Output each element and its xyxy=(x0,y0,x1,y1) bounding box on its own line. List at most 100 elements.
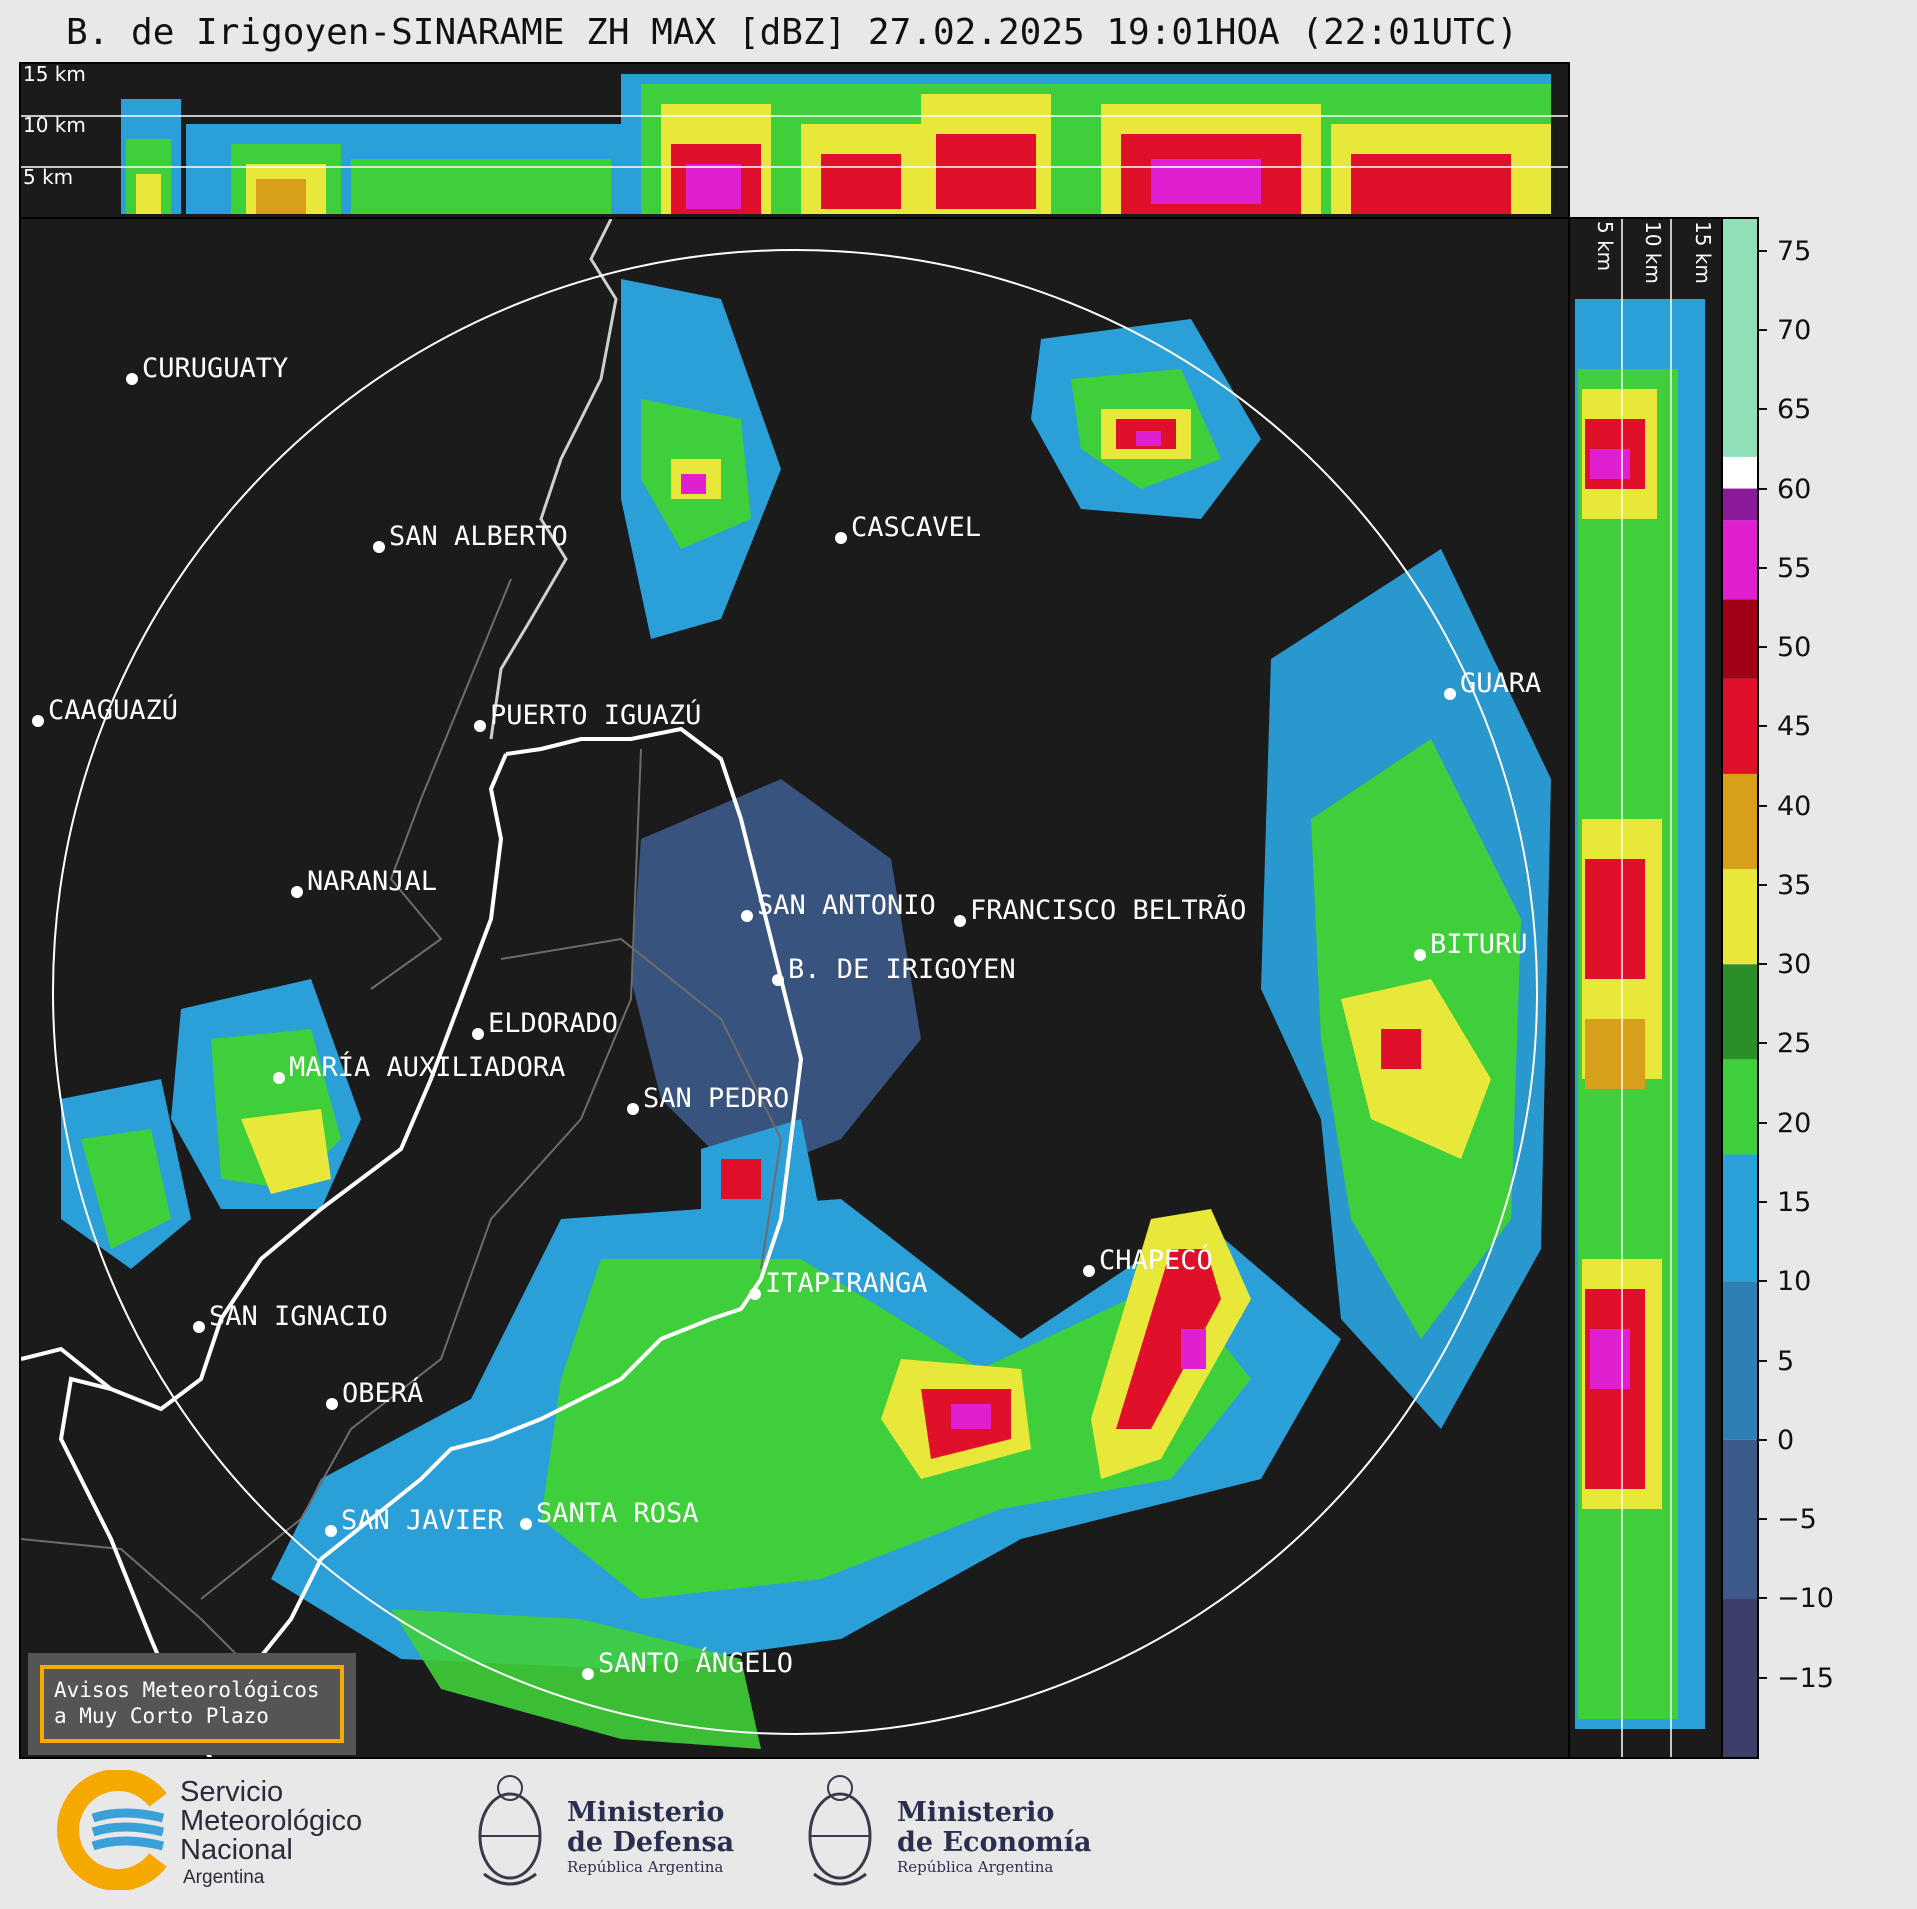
city-label: BITURU xyxy=(1430,929,1528,960)
defensa-title-2: de Defensa xyxy=(567,1827,735,1858)
city-label: SANTA ROSA xyxy=(536,1498,699,1529)
top-profile-label-15km: 15 km xyxy=(23,64,86,86)
colorbar-tick-mark xyxy=(1759,1201,1767,1204)
top-profile-echoes xyxy=(121,74,1551,214)
colorbar-tick-mark xyxy=(1759,1676,1767,1679)
city-dot xyxy=(474,720,486,732)
city-marker: PUERTO IGUAZÚ xyxy=(474,699,701,732)
city-label: GUARA xyxy=(1460,668,1541,699)
city-marker: SANTA ROSA xyxy=(520,1498,699,1530)
colorbar-tick-mark xyxy=(1759,883,1767,886)
colorbar-tick-mark xyxy=(1759,328,1767,331)
colorbar-tick-label: 35 xyxy=(1777,869,1812,901)
colorbar-ticks: 75 70 65 60 55 50 45 40 35 30 25 20 15 10 5 0 −5 −10 −15 xyxy=(1759,217,1909,1759)
colorbar-tick-mark xyxy=(1759,1597,1767,1600)
alert-line-2: a Muy Corto Plazo xyxy=(54,1704,269,1728)
city-marker: SAN ANTONIO xyxy=(741,890,936,922)
colorbar-tick-label: 0 xyxy=(1777,1424,1795,1456)
city-label: SAN IGNACIO xyxy=(209,1301,388,1332)
city-marker: SAN JAVIER xyxy=(325,1505,504,1537)
city-marker: ITAPIRANGA xyxy=(749,1268,928,1300)
colorbar-tick-mark xyxy=(1759,1359,1767,1362)
city-dot xyxy=(472,1028,484,1040)
colorbar-tick-label: 30 xyxy=(1777,949,1812,981)
city-marker: SAN PEDRO xyxy=(627,1083,789,1115)
smn-name: Servicio Meteorológico Nacional xyxy=(180,1778,362,1865)
city-dot xyxy=(520,1518,532,1530)
colorbar-tick-label: −10 xyxy=(1777,1583,1834,1615)
side-profile-label-10km: 10 km xyxy=(1641,221,1665,284)
colorbar-tick-label: 45 xyxy=(1777,711,1812,743)
city-dot xyxy=(1083,1265,1095,1277)
city-dot xyxy=(741,910,753,922)
smn-logo-icon xyxy=(57,1770,167,1890)
city-label: SANTO ÁNGELO xyxy=(598,1647,793,1679)
city-marker: NARANJAL xyxy=(291,866,437,898)
colorbar-segment xyxy=(1723,219,1757,457)
alert-box[interactable]: Avisos Meteorológicos a Muy Corto Plazo xyxy=(28,1653,356,1755)
city-marker: CURUGUATY xyxy=(126,353,288,385)
radar-echoes xyxy=(61,279,1551,1749)
radar-map[interactable]: CURUGUATY SAN ALBERTO CASCAVEL CAAGUAZÚ GUAR… xyxy=(19,217,1570,1759)
city-dot xyxy=(193,1321,205,1333)
colorbar-tick-label: 55 xyxy=(1777,552,1812,584)
colorbar-tick-label: −5 xyxy=(1777,1504,1817,1536)
city-label: SAN ALBERTO xyxy=(389,521,568,552)
colorbar-tick-mark xyxy=(1759,1438,1767,1441)
side-profile-canvas: 5 km 10 km 15 km xyxy=(1575,219,1715,1757)
city-dot xyxy=(273,1072,285,1084)
city-label: MARÍA AUXILIADORA xyxy=(289,1051,565,1083)
city-dot xyxy=(1414,949,1426,961)
defensa-name: Ministerio de Defensa República Argentin… xyxy=(567,1798,735,1877)
city-marker: MARÍA AUXILIADORA xyxy=(273,1051,565,1084)
side-height-profile: 5 km 10 km 15 km xyxy=(1568,217,1723,1759)
defensa-seal-icon xyxy=(478,1775,542,1886)
city-label: SAN ANTONIO xyxy=(757,890,936,921)
side-profile-label-15km: 15 km xyxy=(1691,221,1715,284)
colorbar-tick-label: 75 xyxy=(1777,235,1812,267)
colorbar-tick-mark xyxy=(1759,1280,1767,1283)
alert-line-1: Avisos Meteorológicos xyxy=(54,1678,320,1702)
city-dot xyxy=(582,1668,594,1680)
city-marker: SAN IGNACIO xyxy=(193,1301,388,1333)
colorbar-tick-mark xyxy=(1759,487,1767,490)
colorbar-segment xyxy=(1723,1154,1757,1282)
city-label: CASCAVEL xyxy=(851,512,981,543)
colorbar-tick-mark xyxy=(1759,249,1767,252)
colorbar-tick-mark xyxy=(1759,1121,1767,1124)
economia-sub: República Argentina xyxy=(897,1858,1054,1876)
smn-country: Argentina xyxy=(183,1867,265,1888)
city-label: OBERÁ xyxy=(342,1377,423,1409)
colorbar-tick-label: 20 xyxy=(1777,1107,1812,1139)
colorbar-segment xyxy=(1723,773,1757,870)
colorbar-gradient xyxy=(1723,219,1757,1757)
colorbar-tick-label: 40 xyxy=(1777,790,1812,822)
colorbar-tick-label: 25 xyxy=(1777,1028,1812,1060)
city-label: SAN JAVIER xyxy=(341,1505,504,1536)
city-dot xyxy=(373,541,385,553)
colorbar-tick-label: 15 xyxy=(1777,1187,1812,1219)
city-dot xyxy=(326,1398,338,1410)
city-dot xyxy=(954,915,966,927)
city-marker: CHAPECÓ xyxy=(1083,1244,1213,1277)
city-label: FRANCISCO BELTRÃO xyxy=(970,894,1246,926)
alert-box-frame: Avisos Meteorológicos a Muy Corto Plazo xyxy=(40,1665,344,1743)
city-dot xyxy=(835,532,847,544)
smn-line-2: Meteorológico xyxy=(180,1805,363,1837)
side-profile-label-5km: 5 km xyxy=(1593,221,1617,271)
range-ring xyxy=(52,249,1538,1735)
colorbar-segment xyxy=(1723,520,1757,600)
city-label: PUERTO IGUAZÚ xyxy=(490,699,701,731)
radar-map-canvas: CURUGUATY SAN ALBERTO CASCAVEL CAAGUAZÚ GUAR… xyxy=(21,219,1551,1757)
colorbar-tick-mark xyxy=(1759,725,1767,728)
colorbar-segment xyxy=(1723,1598,1757,1757)
dbz-colorbar xyxy=(1721,217,1759,1759)
city-label: SAN PEDRO xyxy=(643,1083,789,1114)
city-label: ITAPIRANGA xyxy=(765,1268,928,1299)
city-dot xyxy=(325,1525,337,1537)
economia-name: Ministerio de Economía República Argenti… xyxy=(897,1798,1091,1877)
city-marker: ELDORADO xyxy=(472,1008,618,1040)
city-marker: FRANCISCO BELTRÃO xyxy=(954,894,1246,927)
boundary-lines xyxy=(21,219,804,1757)
colorbar-tick-mark xyxy=(1759,408,1767,411)
